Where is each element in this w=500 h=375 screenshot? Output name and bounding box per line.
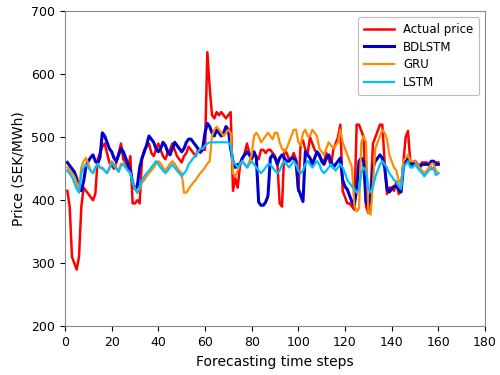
Line: LSTM: LSTM: [68, 142, 438, 193]
LSTM: [172, 165, 177, 170]
GRU: [170, 159, 175, 164]
LSTM: [422, 174, 428, 178]
GRU: [436, 171, 442, 176]
GRU: [272, 130, 278, 135]
Actual price: [422, 160, 428, 165]
Y-axis label: Price (SEK/MWh): Price (SEK/MWh): [12, 111, 26, 226]
BDLSTM: [170, 146, 175, 151]
Actual price: [204, 50, 210, 54]
BDLSTM: [372, 159, 378, 164]
LSTM: [76, 190, 82, 195]
Line: Actual price: Actual price: [68, 52, 438, 270]
BDLSTM: [274, 162, 280, 166]
LSTM: [64, 168, 70, 173]
X-axis label: Forecasting time steps: Forecasting time steps: [196, 354, 354, 369]
BDLSTM: [139, 156, 145, 160]
BDLSTM: [258, 203, 264, 207]
Actual price: [372, 135, 378, 140]
Line: GRU: GRU: [68, 126, 438, 215]
LSTM: [436, 171, 442, 176]
BDLSTM: [310, 162, 316, 166]
LSTM: [206, 140, 212, 144]
Legend: Actual price, BDLSTM, GRU, LSTM: Actual price, BDLSTM, GRU, LSTM: [358, 17, 479, 95]
GRU: [214, 124, 220, 129]
Actual price: [74, 267, 80, 272]
Actual price: [310, 141, 316, 146]
Actual price: [172, 148, 177, 152]
BDLSTM: [436, 162, 442, 166]
GRU: [372, 146, 378, 151]
GRU: [307, 134, 313, 138]
LSTM: [310, 165, 316, 170]
LSTM: [372, 175, 378, 179]
BDLSTM: [64, 160, 70, 165]
GRU: [139, 180, 145, 185]
GRU: [368, 213, 374, 217]
GRU: [64, 165, 70, 170]
Actual price: [436, 160, 442, 165]
BDLSTM: [422, 162, 428, 166]
LSTM: [274, 171, 280, 176]
LSTM: [142, 174, 148, 178]
Actual price: [142, 148, 148, 152]
Line: BDLSTM: BDLSTM: [68, 123, 438, 205]
Actual price: [64, 189, 70, 193]
BDLSTM: [204, 121, 210, 126]
GRU: [422, 171, 428, 176]
Actual price: [274, 160, 280, 165]
